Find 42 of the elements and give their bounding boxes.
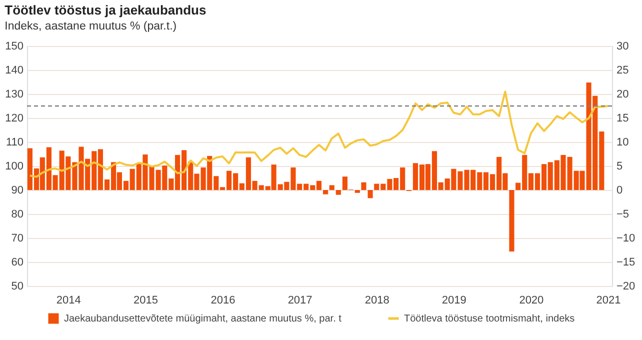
y-tick-label: 50 xyxy=(11,280,24,292)
y-tick-label: 100 xyxy=(5,160,24,172)
x-tick-label: 2019 xyxy=(442,294,466,306)
y-tick-label: 70 xyxy=(11,232,24,244)
y2-tick-label: 10 xyxy=(616,136,629,148)
bar xyxy=(354,190,360,193)
x-tick-label: 2015 xyxy=(133,294,158,306)
chart-title: Töötlev tööstus ja jaekaubandus xyxy=(4,2,206,18)
x-tick-label: 2018 xyxy=(364,294,390,306)
y-tick-label: 150 xyxy=(5,40,24,52)
y2-tick-label: 20 xyxy=(616,88,629,100)
y2-tick-label: 25 xyxy=(616,64,629,76)
y-tick-label: 120 xyxy=(5,112,24,124)
y2-tick-label: 0 xyxy=(616,184,623,196)
bar xyxy=(368,190,373,198)
bar xyxy=(509,190,514,252)
x-tick-label: 2016 xyxy=(210,294,236,306)
x-tick-label: 2021 xyxy=(596,294,621,306)
bar xyxy=(336,190,341,195)
y2-tick-label: 30 xyxy=(616,40,629,52)
y2-tick-label: −15 xyxy=(616,256,636,268)
y2-tick-label: −5 xyxy=(616,208,630,220)
y-tick-label: 110 xyxy=(6,136,24,148)
line-series xyxy=(28,90,609,178)
bar xyxy=(329,185,334,190)
y-tick-label: 130 xyxy=(5,88,24,100)
x-tick-label: 2017 xyxy=(288,294,312,306)
chart-subtitle: Indeks, aastane muutus % (par.t.) xyxy=(4,20,177,32)
y2-tick-label: 5 xyxy=(616,160,623,172)
y-tick-label: 80 xyxy=(11,208,24,220)
bar xyxy=(361,182,366,190)
y2-tick-label: 15 xyxy=(616,112,629,124)
x-tick-label: 2020 xyxy=(519,294,544,306)
y-tick-label: 90 xyxy=(11,184,24,196)
y2-tick-label: −10 xyxy=(616,232,636,244)
x-tick-label: 2014 xyxy=(56,294,81,306)
y-tick-label: 140 xyxy=(5,64,24,76)
legend-label: Töötleva tööstuse tootmismaht, indeks xyxy=(404,314,575,324)
y-tick-label: 60 xyxy=(11,256,24,268)
legend-label: Jaekaubandusettevõtete müügimaht, aastane muutus %, par. t xyxy=(64,314,342,324)
bar xyxy=(322,190,328,194)
y2-tick-label: −20 xyxy=(616,280,636,292)
